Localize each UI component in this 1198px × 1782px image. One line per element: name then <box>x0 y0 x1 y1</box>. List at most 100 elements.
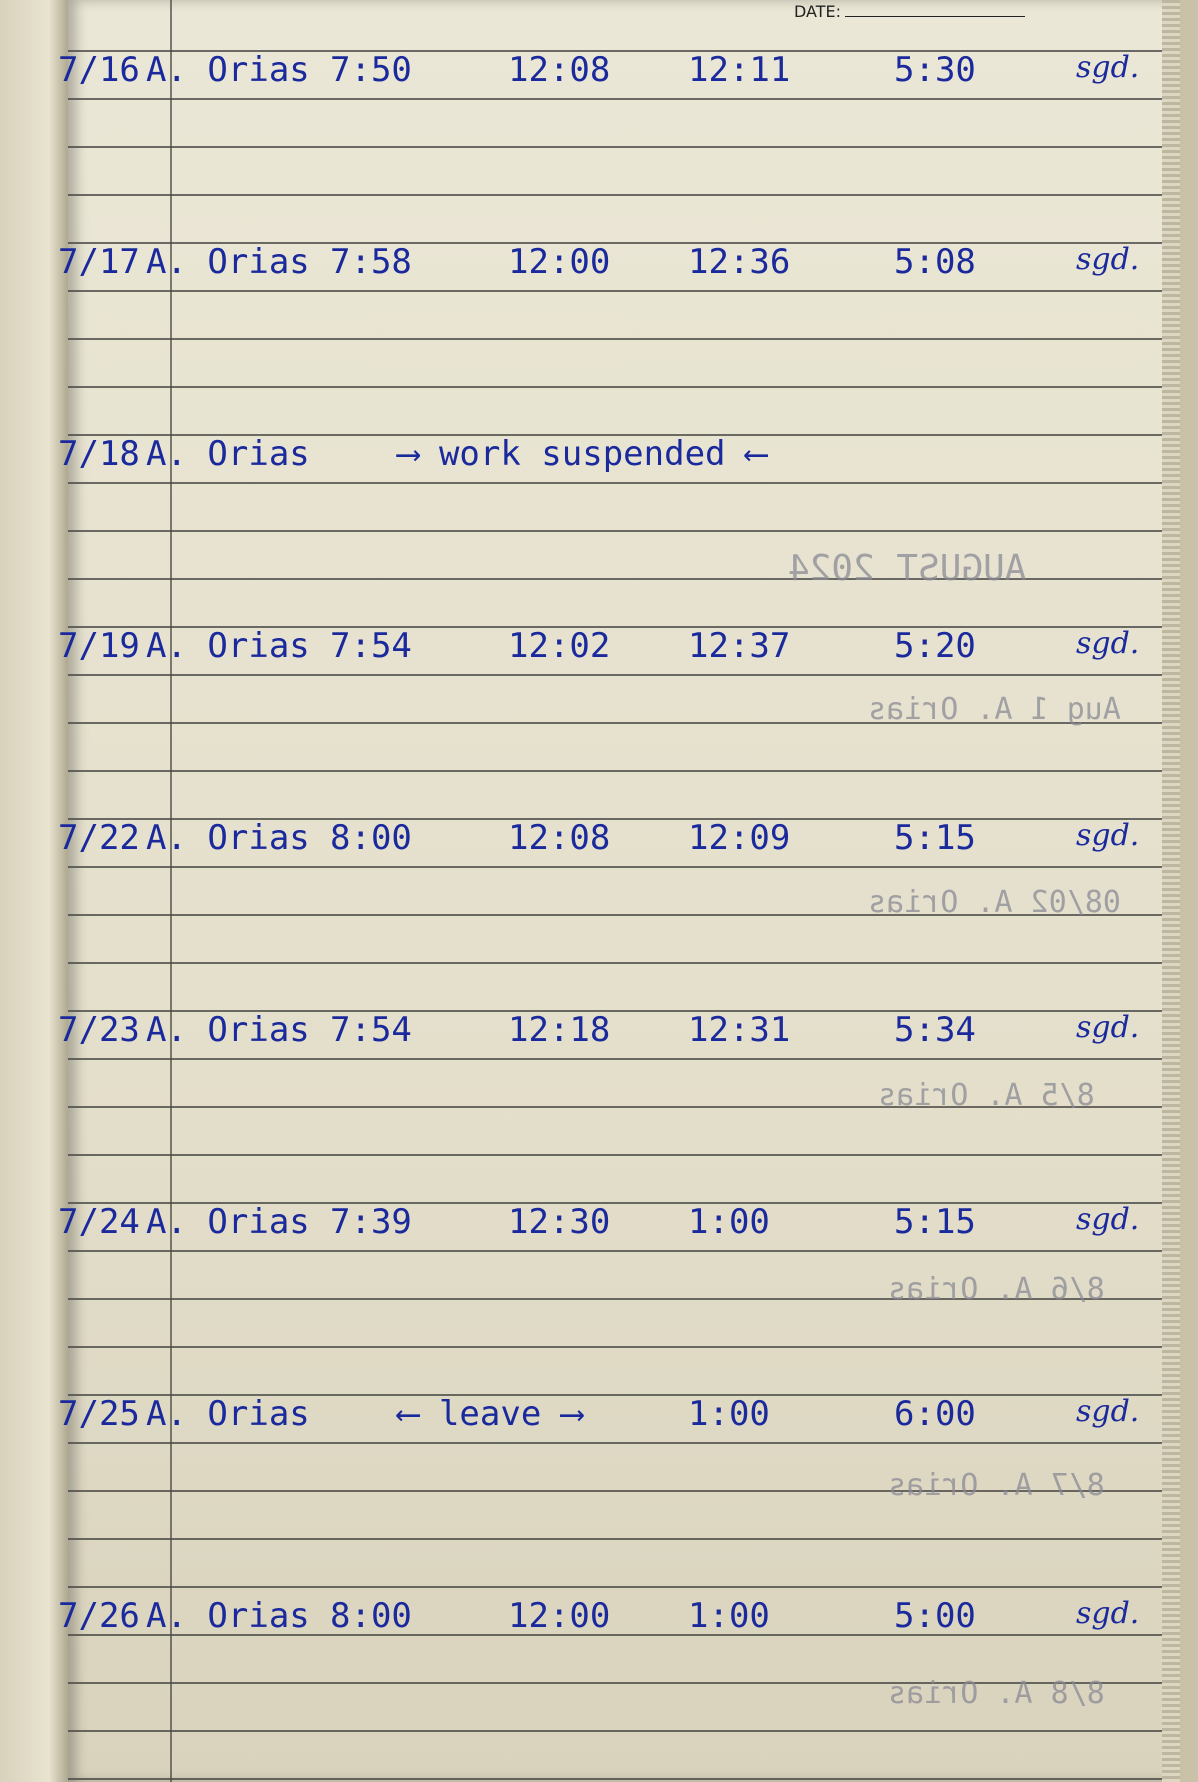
ruled-line <box>68 626 1180 628</box>
noon-out: 12:00 <box>508 242 611 282</box>
bleed-line: 8/5 A. Orias <box>878 1078 1095 1113</box>
ruled-line <box>68 770 1180 772</box>
ruled-line <box>68 1730 1180 1732</box>
ruled-line <box>68 98 1180 100</box>
noon-in: 12:37 <box>688 626 791 666</box>
entry-name: A. Orias <box>146 626 310 666</box>
entry-name: A. Orias <box>146 1394 310 1434</box>
signature: sgd. <box>1076 242 1140 277</box>
time-in: 7:54 <box>330 1010 412 1050</box>
time-out: 5:34 <box>894 1010 976 1050</box>
entry-date: 7/19 <box>58 626 140 666</box>
ruled-line <box>68 338 1180 340</box>
entry-note: ⟵ leave ⟶ <box>398 1394 583 1434</box>
ruled-line <box>68 1394 1180 1396</box>
time-in: 7:58 <box>330 242 412 282</box>
entry-date: 7/23 <box>58 1010 140 1050</box>
bleed-line: 8/8 A. Orias <box>888 1676 1105 1711</box>
ruled-line <box>68 1442 1180 1444</box>
bleed-line: 08/02 A. Orias <box>868 885 1121 920</box>
time-in: 8:00 <box>330 1596 412 1636</box>
ruled-line <box>68 1778 1180 1780</box>
page-stack-edge <box>1162 0 1180 1782</box>
signature: sgd. <box>1076 818 1140 853</box>
signature: sgd. <box>1076 626 1140 661</box>
ruled-line <box>68 290 1180 292</box>
noon-in: 1:00 <box>688 1202 770 1242</box>
ruled-line <box>68 914 1180 916</box>
log-entry-row: 7/22 A. Orias 8:00 12:08 12:09 5:15 sgd. <box>58 818 1180 868</box>
ruled-line <box>68 866 1180 868</box>
ruled-line <box>68 1634 1180 1636</box>
date-field: DATE: <box>794 2 1026 21</box>
noon-out: 12:02 <box>508 626 611 666</box>
ruled-line <box>68 194 1180 196</box>
entry-name: A. Orias <box>146 1202 310 1242</box>
notebook-page: DATE: AUGUST 2024 Aug 1 A. Orias 08/02 A… <box>58 0 1180 1782</box>
noon-in: 12:36 <box>688 242 791 282</box>
entry-note: ⟶ work suspended ⟵ <box>398 434 767 474</box>
bleed-heading: AUGUST 2024 <box>788 548 1027 589</box>
date-label: DATE: <box>794 2 842 21</box>
entry-name: A. Orias <box>146 1010 310 1050</box>
noon-out: 12:18 <box>508 1010 611 1050</box>
noon-in: 12:31 <box>688 1010 791 1050</box>
ruled-line <box>68 1202 1180 1204</box>
log-entry-row: 7/25 A. Orias ⟵ leave ⟶ 1:00 6:00 sgd. <box>58 1394 1180 1444</box>
entry-date: 7/25 <box>58 1394 140 1434</box>
entry-name: A. Orias <box>146 434 310 474</box>
time-in: 7:54 <box>330 626 412 666</box>
ruled-line <box>68 50 1180 52</box>
time-out: 5:15 <box>894 818 976 858</box>
noon-in: 12:09 <box>688 818 791 858</box>
noon-out: 12:00 <box>508 1596 611 1636</box>
entry-name: A. Orias <box>146 50 310 90</box>
log-entry-row: 7/16 A. Orias 7:50 12:08 12:11 5:30 sgd. <box>58 50 1180 100</box>
noon-in: 1:00 <box>688 1394 770 1434</box>
ruled-line <box>68 818 1180 820</box>
bleed-line: Aug 1 A. Orias <box>868 692 1121 727</box>
bleed-line: 8/7 A. Orias <box>888 1468 1105 1503</box>
log-entry-row: 7/23 A. Orias 7:54 12:18 12:31 5:34 sgd. <box>58 1010 1180 1060</box>
ruled-line <box>68 722 1180 724</box>
log-entry-row: 7/18 A. Orias ⟶ work suspended ⟵ <box>58 434 1180 484</box>
ruled-line <box>68 1298 1180 1300</box>
entry-date: 7/26 <box>58 1596 140 1636</box>
ruled-line <box>68 482 1180 484</box>
entry-date: 7/17 <box>58 242 140 282</box>
noon-out: 12:08 <box>508 818 611 858</box>
ruled-line <box>68 674 1180 676</box>
margin-line <box>170 0 172 1782</box>
time-out: 5:30 <box>894 50 976 90</box>
time-out: 6:00 <box>894 1394 976 1434</box>
ruled-line <box>68 1106 1180 1108</box>
noon-out: 12:30 <box>508 1202 611 1242</box>
ruled-line <box>68 1538 1180 1540</box>
log-entry-row: 7/19 A. Orias 7:54 12:02 12:37 5:20 sgd. <box>58 626 1180 676</box>
time-in: 7:39 <box>330 1202 412 1242</box>
log-entry-row: 7/24 A. Orias 7:39 12:30 1:00 5:15 sgd. <box>58 1202 1180 1252</box>
bleed-line: 8/6 A. Orias <box>888 1272 1105 1307</box>
entry-name: A. Orias <box>146 242 310 282</box>
ruled-line <box>68 1586 1180 1588</box>
ruled-line <box>68 1490 1180 1492</box>
ruled-line <box>68 434 1180 436</box>
log-entry-row: 7/17 A. Orias 7:58 12:00 12:36 5:08 sgd. <box>58 242 1180 292</box>
time-in: 7:50 <box>330 50 412 90</box>
entry-date: 7/16 <box>58 50 140 90</box>
time-out: 5:15 <box>894 1202 976 1242</box>
ruled-line <box>68 1154 1180 1156</box>
ruled-line <box>68 578 1180 580</box>
ruled-line <box>68 1682 1180 1684</box>
ruled-line <box>68 530 1180 532</box>
noon-in: 12:11 <box>688 50 791 90</box>
entry-date: 7/18 <box>58 434 140 474</box>
ruled-line <box>68 1010 1180 1012</box>
ruled-line <box>68 146 1180 148</box>
ruled-line <box>68 1250 1180 1252</box>
left-page-edge <box>0 0 70 1782</box>
log-entry-row: 7/26 A. Orias 8:00 12:00 1:00 5:00 sgd. <box>58 1596 1180 1646</box>
time-out: 5:08 <box>894 242 976 282</box>
entry-name: A. Orias <box>146 818 310 858</box>
ruled-line <box>68 242 1180 244</box>
